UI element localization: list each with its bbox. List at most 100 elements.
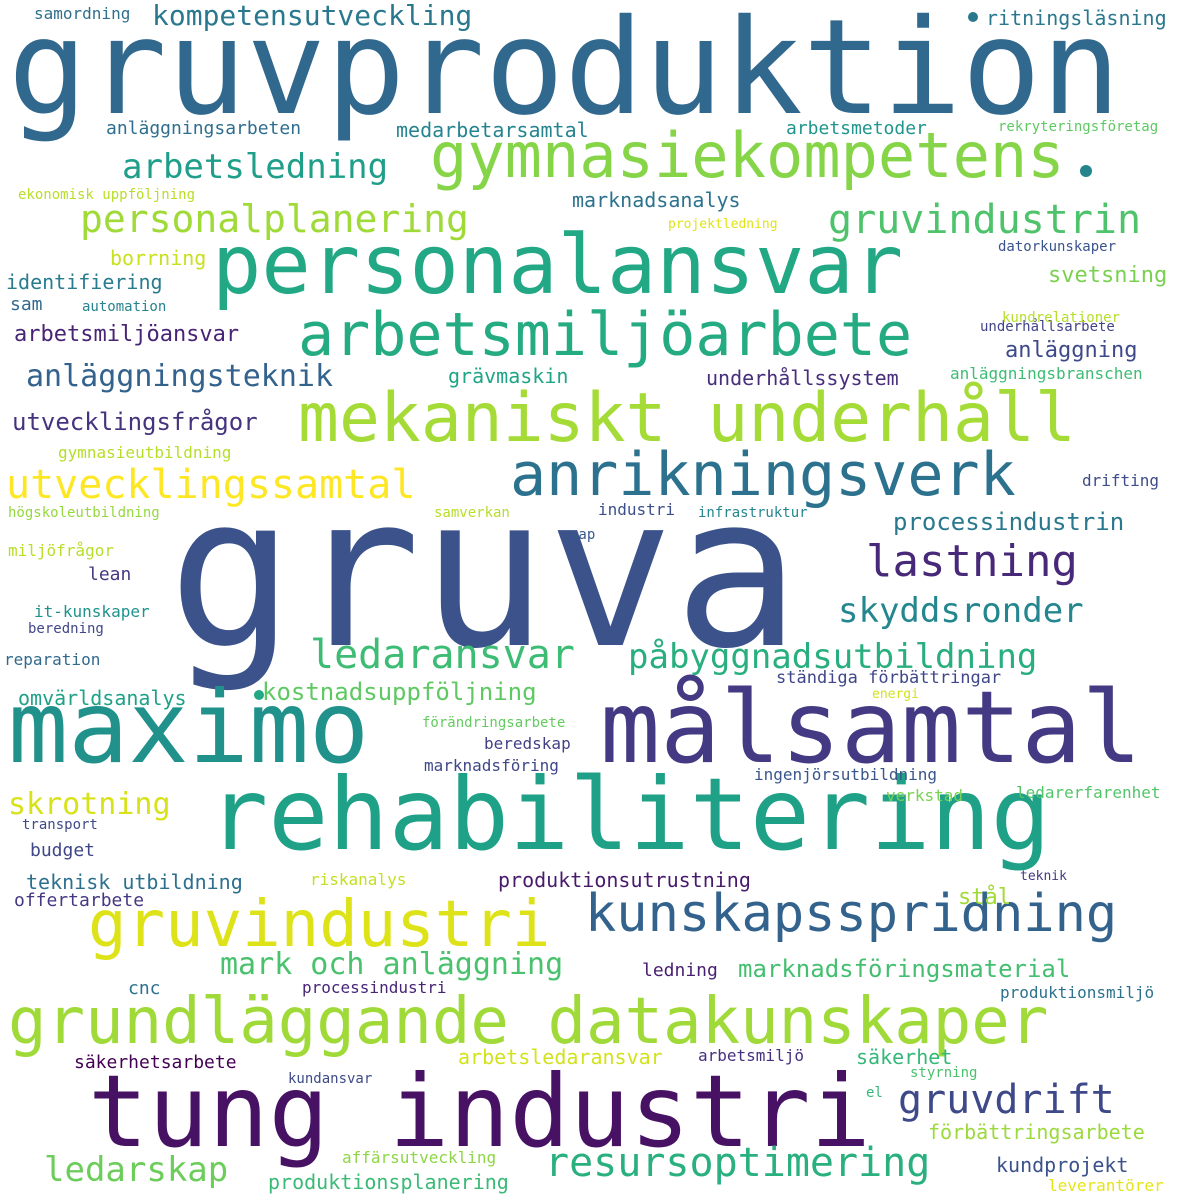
word-anlaggningsbranschen: anläggningsbranschen bbox=[950, 364, 1143, 383]
word-gravmaskin: grävmaskin bbox=[448, 364, 569, 388]
word-borrning: borrning bbox=[110, 246, 207, 270]
word-gruvdrift: gruvdrift bbox=[898, 1077, 1115, 1123]
word-underhallssystem: underhållssystem bbox=[706, 366, 899, 390]
word-kunskapsspridning: kunskapsspridning bbox=[585, 884, 1118, 944]
word-ledarerfarenhet: ledarerfarenhet bbox=[1016, 783, 1161, 802]
word-produktionsutrustning: produktionsutrustning bbox=[498, 868, 751, 892]
word-rekryteringsforetag: rekryteringsföretag bbox=[998, 119, 1159, 135]
word-personalansvar: personalansvar bbox=[212, 218, 904, 313]
word-arbetsmiljo: arbetsmiljö bbox=[698, 1046, 804, 1065]
word-ritningslasning: ritningsläsning bbox=[986, 6, 1167, 30]
word-datorkunskaper: datorkunskaper bbox=[998, 239, 1117, 255]
word-marknadsforing: marknadsföring bbox=[424, 756, 559, 775]
word-skyddsronder: skyddsronder bbox=[838, 591, 1084, 631]
word-identifiering: identifiering bbox=[6, 270, 163, 294]
word-produktionsmiljo: produktionsmiljö bbox=[1000, 983, 1155, 1002]
word-marknadsforingsmaterial: marknadsföringsmaterial bbox=[738, 955, 1071, 983]
word-it-kunskaper: it-kunskaper bbox=[34, 602, 150, 621]
cloud-dot bbox=[968, 12, 978, 22]
word-arbetsmetoder: arbetsmetoder bbox=[786, 118, 927, 139]
word-ekonomisk-uppfoljning: ekonomisk uppföljning bbox=[18, 187, 196, 203]
word-transport: transport bbox=[22, 817, 98, 833]
word-forandringsarbete: förändringsarbete bbox=[422, 715, 566, 731]
word-maximo: maximo bbox=[8, 669, 370, 786]
word-energi: energi bbox=[872, 687, 919, 702]
word-processindustri: processindustri bbox=[302, 978, 447, 997]
word-ingenjorsutbildning: ingenjörsutbildning bbox=[754, 765, 938, 784]
word-mark-och-anlaggning: mark och anläggning bbox=[220, 947, 564, 982]
word-gruvproduktion: gruvproduktion bbox=[8, 0, 1121, 145]
word-gymnasieutbildning: gymnasieutbildning bbox=[58, 443, 232, 462]
word-gymnasiekompetens: gymnasiekompetens bbox=[430, 119, 1065, 192]
word-kundansvar: kundansvar bbox=[288, 1071, 373, 1087]
word-samordning: samordning bbox=[34, 4, 131, 23]
word-mekaniskt-underhall: mekaniskt underhåll bbox=[298, 379, 1076, 458]
word-rehabilitering: rehabilitering bbox=[208, 756, 1051, 873]
word-el: el bbox=[866, 1085, 883, 1101]
word-omvarldsanalys: omvärldsanalys bbox=[18, 686, 187, 710]
word-projektledning: projektledning bbox=[668, 217, 778, 232]
word-cnc: cnc bbox=[128, 978, 161, 999]
word-utvecklingssamtal: utvecklingssamtal bbox=[6, 462, 416, 508]
word-skrotning: skrotning bbox=[8, 787, 171, 822]
word-sakerhetsarbete: säkerhetsarbete bbox=[74, 1052, 237, 1073]
word-automation: automation bbox=[82, 299, 167, 315]
word-hogskoleutbildning: högskoleutbildning bbox=[8, 505, 160, 521]
word-malsamtal: målsamtal bbox=[600, 669, 1142, 786]
word-arbetsmiljoansvar: arbetsmiljöansvar bbox=[14, 322, 240, 347]
word-drifting: drifting bbox=[1082, 471, 1160, 490]
word-styrning: styrning bbox=[910, 1065, 978, 1081]
word-teknik: teknik bbox=[1020, 869, 1067, 884]
word-budget: budget bbox=[30, 840, 96, 861]
word-arbetsmiljoarbete: arbetsmiljöarbete bbox=[298, 300, 913, 370]
cloud-dot bbox=[254, 690, 264, 700]
word-ledarskap: ledarskap bbox=[44, 1150, 229, 1190]
word-gruva: gruva bbox=[168, 450, 801, 695]
word-anlaggningsteknik: anläggningsteknik bbox=[26, 359, 334, 394]
word-sakerhet: säkerhet bbox=[856, 1045, 953, 1069]
word-anrikningsverk: anrikningsverk bbox=[510, 440, 1016, 510]
word-lastning: lastning bbox=[866, 536, 1078, 587]
word-standiga-forbattringar: ständiga förbättringar bbox=[776, 668, 1002, 688]
word-utvecklingsfragor: utvecklingsfrågor bbox=[12, 408, 258, 436]
word-anlaggning: anläggning bbox=[1005, 338, 1138, 363]
word-reparation: reparation bbox=[4, 650, 101, 669]
word-pabyggnadsutbildning: påbyggnadsutbildning bbox=[628, 637, 1038, 677]
word-miljofragor: miljöfrågor bbox=[8, 541, 114, 560]
word-kompetensutveckling: kompetensutveckling bbox=[152, 0, 473, 32]
word-stal: stål bbox=[958, 885, 1011, 910]
word-underhallsarbete: underhållsarbete bbox=[980, 319, 1115, 335]
word-kostnadsuppfoljning: kostnadsuppföljning bbox=[262, 678, 537, 706]
word-ledning: ledning bbox=[642, 960, 718, 981]
word-personalplanering: personalplanering bbox=[80, 197, 469, 241]
word-beredning: beredning bbox=[28, 621, 104, 637]
word-riskanalys: riskanalys bbox=[310, 870, 407, 889]
word-industri: industri bbox=[598, 500, 676, 519]
word-gruvindustri: gruvindustri bbox=[88, 888, 551, 962]
word-arbetsledaransvar: arbetsledaransvar bbox=[458, 1045, 663, 1069]
word-sap: sap bbox=[570, 527, 596, 543]
word-kundprojekt: kundprojekt bbox=[996, 1153, 1129, 1177]
word-offertarbete: offertarbete bbox=[14, 890, 145, 911]
word-ledaransvar: ledaransvar bbox=[310, 632, 575, 678]
cloud-dot bbox=[1080, 165, 1092, 177]
word-teknisk-utbildning: teknisk utbildning bbox=[26, 870, 243, 894]
word-arbetsledning: arbetsledning bbox=[122, 147, 389, 187]
word-verkstad: verkstad bbox=[886, 786, 964, 805]
word-lean: lean bbox=[88, 564, 132, 585]
word-resursoptimering: resursoptimering bbox=[545, 1140, 931, 1186]
word-svetsning: svetsning bbox=[1048, 263, 1168, 288]
word-produktionsplanering: produktionsplanering bbox=[268, 1170, 509, 1194]
word-sam: sam bbox=[10, 294, 43, 315]
word-affarsutveckling: affärsutveckling bbox=[342, 1148, 497, 1167]
word-infrastruktur: infrastruktur bbox=[698, 505, 808, 521]
word-anlaggningsarbeten: anläggningsarbeten bbox=[106, 118, 302, 139]
word-samverkan: samverkan bbox=[434, 505, 510, 521]
word-leverantorer: leverantörer bbox=[1048, 1176, 1164, 1195]
word-forbattringsarbete: förbättringsarbete bbox=[928, 1120, 1145, 1144]
word-processindustrin: processindustrin bbox=[893, 508, 1125, 536]
word-beredskap: beredskap bbox=[484, 734, 571, 753]
word-gruvindustrin: gruvindustrin bbox=[828, 197, 1142, 243]
word-grundlaggande-datakunskaper: grundläggande datakunskaper bbox=[8, 985, 1049, 1059]
